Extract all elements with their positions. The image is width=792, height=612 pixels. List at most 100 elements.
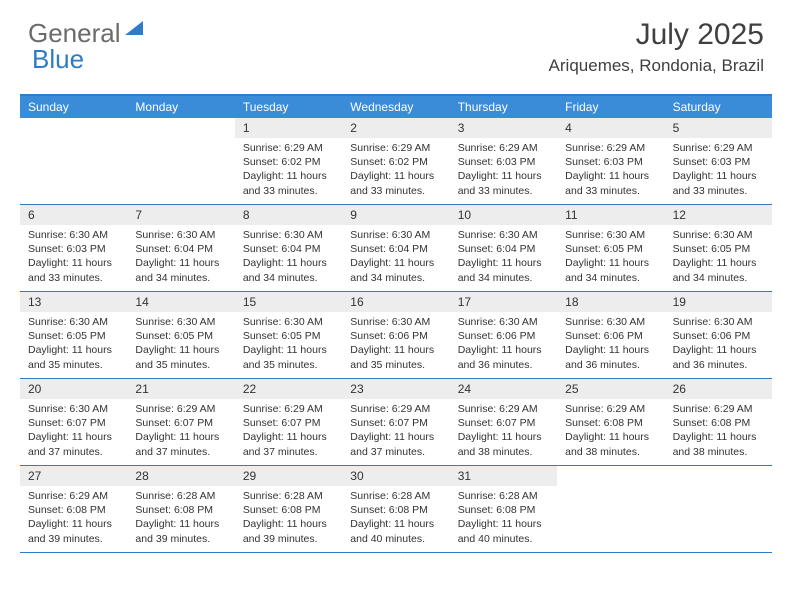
day-number: 11 <box>557 205 664 225</box>
day-info: Sunrise: 6:29 AMSunset: 6:03 PMDaylight:… <box>450 138 557 204</box>
day-cell: 11Sunrise: 6:30 AMSunset: 6:05 PMDayligh… <box>557 205 664 291</box>
header: General July 2025 Ariquemes, Rondonia, B… <box>0 0 792 84</box>
day-cell: 18Sunrise: 6:30 AMSunset: 6:06 PMDayligh… <box>557 292 664 378</box>
day-cell: 4Sunrise: 6:29 AMSunset: 6:03 PMDaylight… <box>557 118 664 204</box>
day-number: 9 <box>342 205 449 225</box>
day-number: 22 <box>235 379 342 399</box>
day-info: Sunrise: 6:30 AMSunset: 6:06 PMDaylight:… <box>557 312 664 378</box>
day-cell: 8Sunrise: 6:30 AMSunset: 6:04 PMDaylight… <box>235 205 342 291</box>
empty-cell <box>665 466 772 552</box>
week-row: 6Sunrise: 6:30 AMSunset: 6:03 PMDaylight… <box>20 205 772 292</box>
day-cell: 20Sunrise: 6:30 AMSunset: 6:07 PMDayligh… <box>20 379 127 465</box>
day-info: Sunrise: 6:28 AMSunset: 6:08 PMDaylight:… <box>235 486 342 552</box>
day-number: 4 <box>557 118 664 138</box>
day-cell: 14Sunrise: 6:30 AMSunset: 6:05 PMDayligh… <box>127 292 234 378</box>
day-info: Sunrise: 6:30 AMSunset: 6:06 PMDaylight:… <box>665 312 772 378</box>
day-number: 1 <box>235 118 342 138</box>
logo-text-blue: Blue <box>32 44 84 75</box>
day-cell: 13Sunrise: 6:30 AMSunset: 6:05 PMDayligh… <box>20 292 127 378</box>
day-number: 31 <box>450 466 557 486</box>
dayname: Thursday <box>450 96 557 118</box>
day-number: 7 <box>127 205 234 225</box>
day-cell: 7Sunrise: 6:30 AMSunset: 6:04 PMDaylight… <box>127 205 234 291</box>
day-info: Sunrise: 6:29 AMSunset: 6:08 PMDaylight:… <box>665 399 772 465</box>
dayname-row: SundayMondayTuesdayWednesdayThursdayFrid… <box>20 96 772 118</box>
day-info: Sunrise: 6:30 AMSunset: 6:05 PMDaylight:… <box>557 225 664 291</box>
day-number: 8 <box>235 205 342 225</box>
day-info: Sunrise: 6:30 AMSunset: 6:04 PMDaylight:… <box>342 225 449 291</box>
location: Ariquemes, Rondonia, Brazil <box>549 56 764 76</box>
day-number: 6 <box>20 205 127 225</box>
day-number: 18 <box>557 292 664 312</box>
title-block: July 2025 Ariquemes, Rondonia, Brazil <box>549 18 764 76</box>
day-info: Sunrise: 6:30 AMSunset: 6:06 PMDaylight:… <box>450 312 557 378</box>
day-number: 28 <box>127 466 234 486</box>
week-row: 27Sunrise: 6:29 AMSunset: 6:08 PMDayligh… <box>20 466 772 553</box>
day-cell: 30Sunrise: 6:28 AMSunset: 6:08 PMDayligh… <box>342 466 449 552</box>
day-info: Sunrise: 6:30 AMSunset: 6:05 PMDaylight:… <box>235 312 342 378</box>
dayname: Monday <box>127 96 234 118</box>
week-row: 13Sunrise: 6:30 AMSunset: 6:05 PMDayligh… <box>20 292 772 379</box>
day-info: Sunrise: 6:29 AMSunset: 6:07 PMDaylight:… <box>127 399 234 465</box>
day-number: 23 <box>342 379 449 399</box>
dayname: Sunday <box>20 96 127 118</box>
day-info: Sunrise: 6:29 AMSunset: 6:07 PMDaylight:… <box>342 399 449 465</box>
day-cell: 6Sunrise: 6:30 AMSunset: 6:03 PMDaylight… <box>20 205 127 291</box>
day-info: Sunrise: 6:29 AMSunset: 6:03 PMDaylight:… <box>665 138 772 204</box>
day-cell: 9Sunrise: 6:30 AMSunset: 6:04 PMDaylight… <box>342 205 449 291</box>
empty-cell <box>20 118 127 204</box>
day-cell: 25Sunrise: 6:29 AMSunset: 6:08 PMDayligh… <box>557 379 664 465</box>
day-cell: 3Sunrise: 6:29 AMSunset: 6:03 PMDaylight… <box>450 118 557 204</box>
day-cell: 24Sunrise: 6:29 AMSunset: 6:07 PMDayligh… <box>450 379 557 465</box>
day-info: Sunrise: 6:30 AMSunset: 6:05 PMDaylight:… <box>127 312 234 378</box>
logo-sail-icon <box>125 21 143 35</box>
day-number: 5 <box>665 118 772 138</box>
day-cell: 28Sunrise: 6:28 AMSunset: 6:08 PMDayligh… <box>127 466 234 552</box>
day-cell: 15Sunrise: 6:30 AMSunset: 6:05 PMDayligh… <box>235 292 342 378</box>
day-number: 10 <box>450 205 557 225</box>
day-number: 26 <box>665 379 772 399</box>
day-info: Sunrise: 6:29 AMSunset: 6:07 PMDaylight:… <box>235 399 342 465</box>
empty-cell <box>557 466 664 552</box>
day-number: 16 <box>342 292 449 312</box>
day-info: Sunrise: 6:30 AMSunset: 6:04 PMDaylight:… <box>235 225 342 291</box>
day-cell: 12Sunrise: 6:30 AMSunset: 6:05 PMDayligh… <box>665 205 772 291</box>
day-info: Sunrise: 6:29 AMSunset: 6:02 PMDaylight:… <box>342 138 449 204</box>
day-number: 12 <box>665 205 772 225</box>
day-number: 24 <box>450 379 557 399</box>
day-number: 29 <box>235 466 342 486</box>
calendar: SundayMondayTuesdayWednesdayThursdayFrid… <box>20 94 772 553</box>
day-info: Sunrise: 6:29 AMSunset: 6:03 PMDaylight:… <box>557 138 664 204</box>
day-info: Sunrise: 6:30 AMSunset: 6:04 PMDaylight:… <box>450 225 557 291</box>
day-number: 15 <box>235 292 342 312</box>
day-cell: 1Sunrise: 6:29 AMSunset: 6:02 PMDaylight… <box>235 118 342 204</box>
page-title: July 2025 <box>549 18 764 52</box>
dayname: Saturday <box>665 96 772 118</box>
day-cell: 22Sunrise: 6:29 AMSunset: 6:07 PMDayligh… <box>235 379 342 465</box>
day-number: 2 <box>342 118 449 138</box>
day-cell: 5Sunrise: 6:29 AMSunset: 6:03 PMDaylight… <box>665 118 772 204</box>
day-number: 13 <box>20 292 127 312</box>
day-cell: 17Sunrise: 6:30 AMSunset: 6:06 PMDayligh… <box>450 292 557 378</box>
day-number: 19 <box>665 292 772 312</box>
day-cell: 27Sunrise: 6:29 AMSunset: 6:08 PMDayligh… <box>20 466 127 552</box>
day-number: 14 <box>127 292 234 312</box>
day-cell: 19Sunrise: 6:30 AMSunset: 6:06 PMDayligh… <box>665 292 772 378</box>
day-info: Sunrise: 6:29 AMSunset: 6:08 PMDaylight:… <box>20 486 127 552</box>
day-info: Sunrise: 6:30 AMSunset: 6:05 PMDaylight:… <box>665 225 772 291</box>
empty-cell <box>127 118 234 204</box>
day-cell: 10Sunrise: 6:30 AMSunset: 6:04 PMDayligh… <box>450 205 557 291</box>
day-info: Sunrise: 6:30 AMSunset: 6:07 PMDaylight:… <box>20 399 127 465</box>
dayname: Tuesday <box>235 96 342 118</box>
day-cell: 21Sunrise: 6:29 AMSunset: 6:07 PMDayligh… <box>127 379 234 465</box>
day-cell: 31Sunrise: 6:28 AMSunset: 6:08 PMDayligh… <box>450 466 557 552</box>
week-row: 1Sunrise: 6:29 AMSunset: 6:02 PMDaylight… <box>20 118 772 205</box>
day-info: Sunrise: 6:30 AMSunset: 6:06 PMDaylight:… <box>342 312 449 378</box>
day-cell: 2Sunrise: 6:29 AMSunset: 6:02 PMDaylight… <box>342 118 449 204</box>
day-info: Sunrise: 6:28 AMSunset: 6:08 PMDaylight:… <box>342 486 449 552</box>
day-number: 27 <box>20 466 127 486</box>
day-cell: 26Sunrise: 6:29 AMSunset: 6:08 PMDayligh… <box>665 379 772 465</box>
day-number: 30 <box>342 466 449 486</box>
day-number: 3 <box>450 118 557 138</box>
day-info: Sunrise: 6:30 AMSunset: 6:04 PMDaylight:… <box>127 225 234 291</box>
